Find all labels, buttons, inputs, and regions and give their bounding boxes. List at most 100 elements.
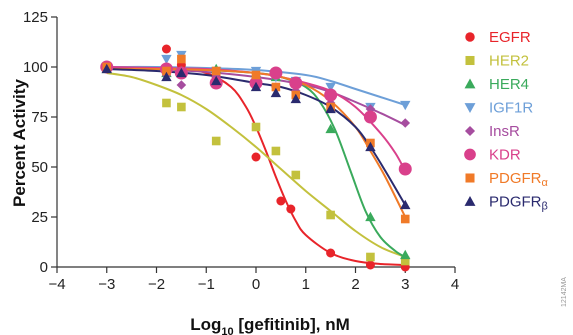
point-her2 (211, 136, 221, 146)
point-pdgfr (177, 54, 186, 64)
y-tick-label: 75 (31, 109, 48, 126)
legend-marker-pdgfr (465, 173, 475, 183)
legend-marker-pdgfr (464, 196, 476, 206)
legend-entry-pdgfr: PDGFRβ (464, 194, 548, 213)
curve-pdgfr (106, 68, 407, 206)
legend-entry-insr: InsR (464, 123, 520, 140)
point-pdgfr (400, 199, 411, 210)
point-her4 (400, 249, 411, 260)
point-pdgfr (101, 63, 112, 74)
legend-label-sub: α (542, 177, 549, 189)
point-pdgfr (211, 66, 221, 76)
legend-label-egfr: EGFR (489, 29, 531, 46)
point-her2 (251, 122, 261, 132)
legend-label-insr: InsR (489, 123, 520, 140)
legend-entry-igf1r: IGF1R (464, 100, 533, 117)
point-pdgfr (176, 67, 187, 78)
point-igf1r (161, 54, 172, 65)
legend-marker-igf1r (464, 103, 476, 113)
axes: 0 25 50 75 100 125 −4 −3 −2 −1 0 1 2 3 4 (23, 9, 459, 293)
point-pdgfr (251, 70, 261, 80)
legend-label-pdgfr: PDGFRβ (489, 194, 548, 213)
point-egfr (365, 260, 375, 270)
legend-label-igf1r: IGF1R (489, 100, 533, 117)
x-tick-label: 3 (401, 276, 409, 293)
x-tick-label: −4 (48, 276, 65, 293)
legend-marker-her2 (465, 55, 475, 66)
point-igf1r (325, 82, 336, 93)
point-kdr (289, 76, 303, 90)
legend-label-pdgfr: PDGFRα (489, 170, 549, 189)
point-pdgfr (365, 141, 376, 152)
point-egfr (326, 248, 336, 258)
point-her2 (177, 102, 186, 112)
point-kdr (398, 162, 412, 176)
point-her2 (291, 170, 301, 180)
point-egfr (286, 204, 296, 214)
x-tick-label: −2 (148, 276, 165, 293)
point-pdgfr (325, 103, 336, 114)
x-tick-label: 4 (451, 276, 459, 293)
legend-marker-kdr (464, 148, 476, 161)
x-tick-label: 2 (351, 276, 359, 293)
x-axis-title-suffix: [gefitinib], nM (234, 315, 350, 334)
point-egfr (251, 152, 261, 162)
point-her2 (162, 98, 171, 108)
point-egfr (161, 44, 171, 54)
fit-curves (106, 65, 407, 266)
legend-entry-egfr: EGFR (465, 29, 531, 46)
point-pdgfr (271, 82, 281, 92)
point-egfr (276, 196, 286, 206)
point-pdgfr (211, 75, 222, 86)
y-tick-label: 125 (23, 9, 48, 26)
curve-kdr (106, 66, 407, 172)
legend-marker-egfr (465, 32, 475, 42)
legend-label-sub: β (542, 201, 548, 213)
legend-entry-her2: HER2 (465, 53, 529, 70)
point-pdgfr (270, 87, 282, 98)
legend-entry-her4: HER4 (464, 76, 529, 93)
legend-label-base: PDGFR (489, 170, 542, 187)
figure-id-note: 12142MA (561, 277, 568, 307)
legend-label-her4: HER4 (489, 76, 529, 93)
point-pdgfr (250, 81, 262, 92)
legend-entry-pdgfr: PDGFRα (465, 170, 549, 189)
y-tick-label: 25 (31, 209, 48, 226)
data-points (100, 44, 412, 272)
x-tick-label: 0 (252, 276, 260, 293)
point-insr (176, 80, 187, 90)
y-tick-label: 100 (23, 59, 48, 76)
point-her4 (325, 123, 336, 134)
point-her4 (365, 211, 376, 222)
x-axis-title-prefix: Log (190, 315, 221, 334)
y-axis-title: Percent Activity (10, 79, 29, 207)
legend-label-kdr: KDR (489, 147, 521, 164)
legend-marker-insr (464, 125, 476, 137)
legend-marker-her4 (464, 78, 476, 89)
x-axis-title-subscript: 10 (221, 326, 233, 335)
point-pdgfr (161, 71, 172, 82)
curve-her2 (106, 72, 406, 258)
point-her2 (326, 210, 335, 220)
point-her2 (271, 146, 281, 156)
point-kdr (324, 88, 338, 102)
point-her2 (366, 252, 375, 262)
x-tick-label: −1 (198, 276, 215, 293)
legend-label-base: PDGFR (489, 194, 542, 211)
point-pdgfr (400, 214, 410, 224)
legend-label-her2: HER2 (489, 53, 529, 70)
x-tick-label: 1 (302, 276, 310, 293)
point-insr (400, 118, 411, 128)
point-kdr (363, 110, 377, 124)
point-pdgfr (290, 93, 301, 104)
point-kdr (269, 66, 283, 80)
point-her2 (400, 256, 410, 266)
point-pdgfr (162, 66, 171, 76)
x-tick-label: −3 (98, 276, 115, 293)
y-tick-label: 50 (31, 159, 48, 176)
legend-entry-kdr: KDR (464, 147, 521, 164)
x-axis-title: Log10 [gefitinib], nM (190, 315, 350, 335)
curve-pdgfr (106, 67, 407, 218)
